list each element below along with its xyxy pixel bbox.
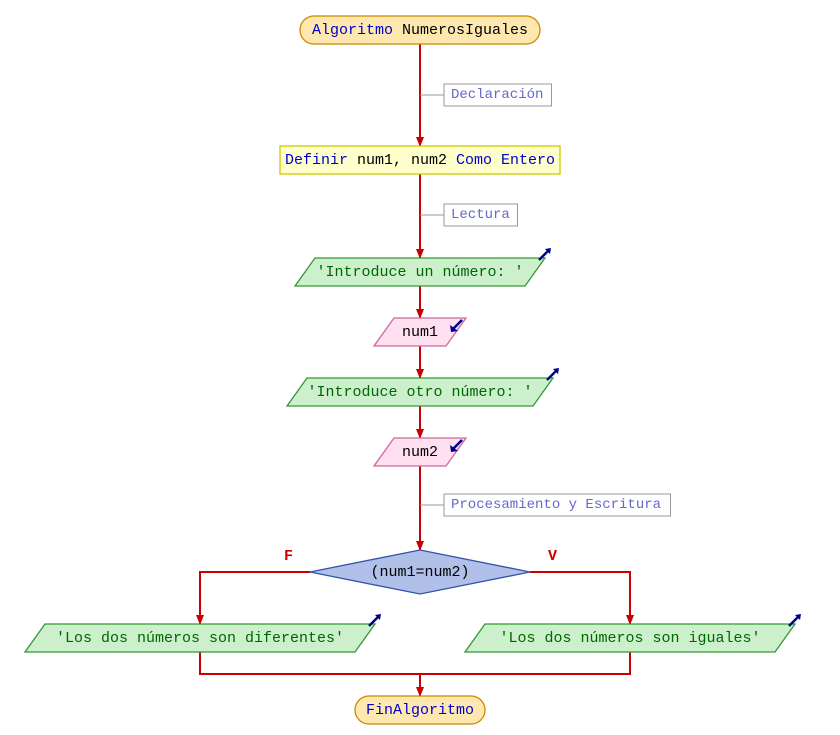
flow-arrow [200, 652, 420, 674]
node-text: num1 [402, 324, 438, 341]
branch-false-label: F [284, 548, 293, 565]
node-text: 'Introduce un número: ' [316, 264, 523, 281]
annotation-label: Procesamiento y Escritura [451, 497, 661, 513]
node-text: Definir num1, num2 Como Entero [285, 152, 555, 169]
node-text: FinAlgoritmo [366, 702, 474, 719]
annotation-label: Lectura [451, 207, 510, 223]
flowchart-diagram: F V Algoritmo NumerosIguales Definir num1, … [0, 0, 840, 735]
node-text: Algoritmo NumerosIguales [312, 22, 528, 39]
node-text: 'Introduce otro número: ' [307, 384, 532, 401]
flow-arrow [530, 572, 630, 624]
annotation-label: Declaración [451, 87, 543, 103]
flow-arrow [200, 572, 310, 624]
node-text: 'Los dos números son iguales' [499, 630, 760, 647]
branch-true-label: V [548, 548, 557, 565]
node-text: (num1=num2) [370, 564, 469, 581]
flow-arrow [420, 652, 630, 674]
node-text: num2 [402, 444, 438, 461]
node-text: 'Los dos números son diferentes' [56, 630, 344, 647]
